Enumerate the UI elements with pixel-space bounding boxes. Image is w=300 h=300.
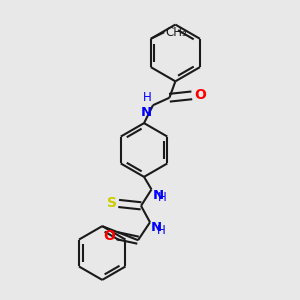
Text: O: O <box>103 229 115 243</box>
Text: H: H <box>143 91 152 104</box>
Text: H: H <box>157 224 165 237</box>
Text: N: N <box>151 221 162 234</box>
Text: N: N <box>152 188 164 202</box>
Text: CH₃: CH₃ <box>165 26 187 39</box>
Text: S: S <box>106 196 117 211</box>
Text: N: N <box>141 106 152 119</box>
Text: H: H <box>158 191 167 204</box>
Text: O: O <box>194 88 206 102</box>
